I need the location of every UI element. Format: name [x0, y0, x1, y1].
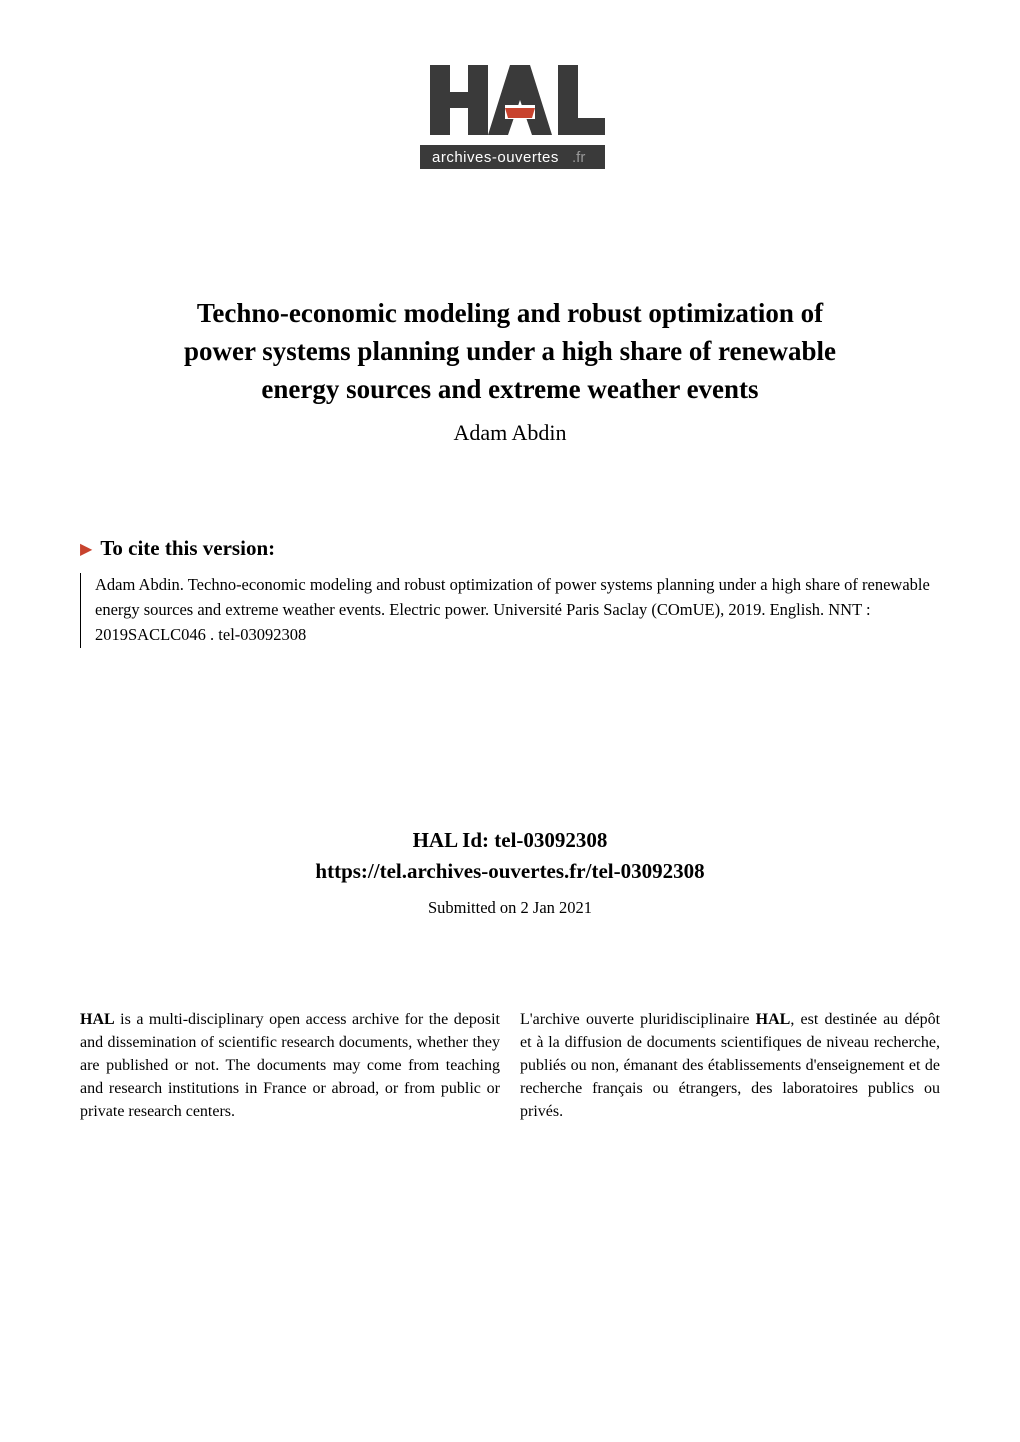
title-line-2: power systems planning under a high shar… [184, 336, 836, 366]
cite-header: ▶ To cite this version: [80, 536, 940, 561]
hal-logo: archives-ouvertes .fr [410, 50, 610, 175]
footer-left-column: HAL is a multi-disciplinary open access … [80, 1008, 500, 1124]
cite-arrow-icon: ▶ [80, 539, 92, 559]
footer-right-bold: HAL [756, 1011, 791, 1028]
svg-text:.fr: .fr [572, 149, 585, 166]
cite-title: To cite this version: [100, 536, 275, 561]
title-line-1: Techno-economic modeling and robust opti… [197, 298, 823, 328]
title-section: Techno-economic modeling and robust opti… [80, 295, 940, 446]
footer-right-prefix: L'archive ouverte pluridisciplinaire [520, 1011, 756, 1028]
page-container: archives-ouvertes .fr Techno-economic mo… [0, 0, 1020, 1442]
hal-logo-icon: archives-ouvertes .fr [410, 50, 610, 175]
hal-id-section: HAL Id: tel-03092308 https://tel.archive… [80, 828, 940, 918]
footer-left-text: is a multi-disciplinary open access arch… [80, 1011, 500, 1121]
footer-right-column: L'archive ouverte pluridisciplinaire HAL… [520, 1008, 940, 1124]
paper-title: Techno-economic modeling and robust opti… [80, 295, 940, 408]
author-name: Adam Abdin [80, 420, 940, 446]
hal-url[interactable]: https://tel.archives-ouvertes.fr/tel-030… [80, 859, 940, 884]
logo-section: archives-ouvertes .fr [80, 50, 940, 175]
svg-text:archives-ouvertes: archives-ouvertes [432, 149, 559, 166]
cite-body: Adam Abdin. Techno-economic modeling and… [80, 573, 940, 647]
submitted-date: Submitted on 2 Jan 2021 [80, 898, 940, 918]
cite-section: ▶ To cite this version: Adam Abdin. Tech… [80, 536, 940, 647]
hal-id-label: HAL Id: tel-03092308 [80, 828, 940, 853]
title-line-3: energy sources and extreme weather event… [261, 374, 758, 404]
footer-left-bold: HAL [80, 1011, 115, 1028]
footer-columns: HAL is a multi-disciplinary open access … [80, 1008, 940, 1124]
